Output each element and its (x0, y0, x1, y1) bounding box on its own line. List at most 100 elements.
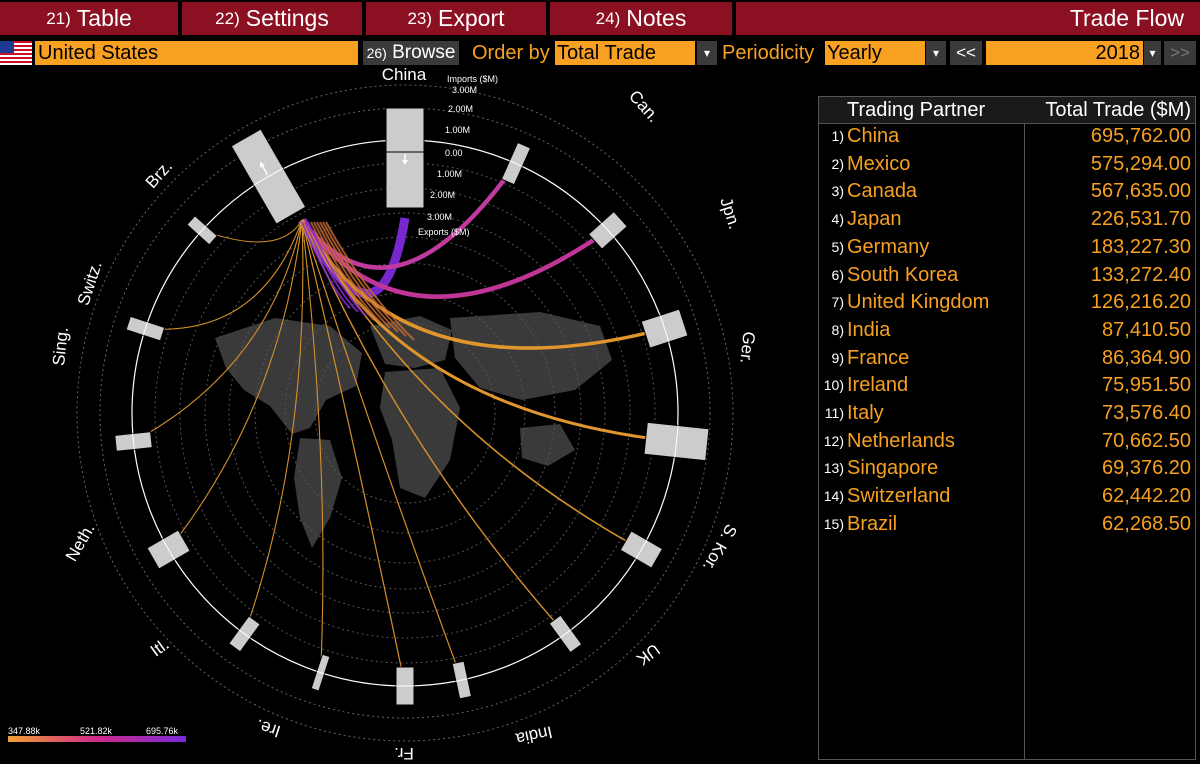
hub-strand (313, 221, 383, 325)
node-ire[interactable] (310, 653, 331, 692)
row-rank: 14) (823, 488, 844, 505)
inner-dashed-ring (179, 187, 631, 639)
row-rank: 9) (831, 349, 844, 366)
hub-strand (325, 221, 415, 341)
browse-button[interactable]: 26) Browse (363, 41, 459, 65)
menu-export-label: Export (438, 5, 505, 31)
table-row[interactable]: 5) Germany 183,227.30 (819, 234, 1195, 261)
us-flag-icon (0, 41, 32, 65)
year-dropdown-icon[interactable]: ▾ (1144, 41, 1161, 65)
trade-link (301, 219, 463, 681)
table-row[interactable]: 14) Switzerland 62,442.20 (819, 483, 1195, 510)
table-row[interactable]: 6) South Korea 133,272.40 (819, 262, 1195, 289)
country-input[interactable]: United States (35, 41, 358, 65)
node-switz[interactable] (125, 315, 166, 342)
row-partner: Germany (847, 235, 930, 258)
header-total-trade[interactable]: Total Trade ($M) (1045, 99, 1191, 121)
label-china: China (382, 68, 427, 84)
table-row[interactable]: 7) United Kingdom 126,216.20 (819, 289, 1195, 316)
partner-label: S. Kor. (699, 521, 741, 575)
node-mex[interactable] (500, 141, 532, 186)
inner-dashed-ring (314, 322, 496, 504)
node-divider (559, 629, 572, 639)
row-partner: United Kingdom (847, 291, 990, 314)
scale-tick-import-3m: 3.00M (452, 85, 477, 95)
table-row[interactable]: 15) Brazil 62,268.50 (819, 511, 1195, 538)
year-select[interactable]: 2018 (986, 41, 1143, 65)
node-uk[interactable] (548, 614, 583, 654)
table-row[interactable]: 1) China 695,762.00 (819, 123, 1195, 150)
menu-bar: 21) Table 22) Settings 23) Export 24) No… (0, 0, 1200, 37)
node-divider (509, 160, 523, 167)
row-total-trade: 226,531.70 (1090, 208, 1191, 231)
node-ger[interactable] (643, 421, 710, 462)
node-neth[interactable] (146, 529, 191, 570)
table-row[interactable]: 3) Canada 567,635.00 (819, 178, 1195, 205)
row-partner: India (847, 318, 891, 341)
node-itl[interactable] (228, 615, 261, 653)
trade-link (145, 219, 303, 330)
periodicity-select[interactable]: Yearly (825, 41, 925, 65)
node-india[interactable] (451, 660, 473, 700)
menu-settings[interactable]: 22) Settings (182, 2, 362, 35)
row-total-trade: 695,762.00 (1090, 125, 1191, 147)
table-header: Trading Partner Total Trade ($M) (819, 97, 1195, 124)
row-total-trade: 73,576.40 (1102, 402, 1191, 424)
row-total-trade: 567,635.00 (1090, 180, 1191, 203)
trade-flow-chart: ChinaUSMex.Can.Jpn.Ger.S. Kor.UKIndiaFr.… (8, 68, 759, 763)
toolbar: United States 26) Browse Order by Total … (0, 38, 1200, 68)
menu-notes-label: Notes (626, 5, 687, 31)
node-s-kor[interactable] (619, 530, 664, 569)
node-sing[interactable] (114, 431, 153, 452)
next-period-button[interactable]: >> (1164, 41, 1196, 65)
menu-export[interactable]: 23) Export (366, 2, 546, 35)
row-rank: 12) (823, 432, 844, 449)
row-partner: Canada (847, 180, 918, 203)
node-divider (238, 629, 251, 639)
node-divider (455, 678, 468, 682)
partner-label: Jpn. (716, 195, 744, 231)
node-brz[interactable] (186, 215, 218, 246)
row-total-trade: 133,272.40 (1090, 263, 1191, 286)
table-row[interactable]: 13) Singapore 69,376.20 (819, 455, 1195, 482)
row-total-trade: 69,376.20 (1102, 457, 1191, 480)
menu-notes-number: 24) (595, 8, 621, 28)
partner-label: Sing. (49, 326, 72, 367)
node-fr[interactable] (395, 666, 415, 706)
node-us[interactable] (230, 128, 307, 225)
table-row[interactable]: 10) Ireland 75,951.50 (819, 372, 1195, 399)
partner-label: India (514, 722, 555, 748)
row-total-trade: 86,364.90 (1102, 346, 1191, 369)
node-can[interactable] (587, 210, 628, 250)
periodicity-dropdown-icon[interactable]: ▾ (926, 41, 946, 65)
scale-tick-export-1m: 1.00M (437, 169, 462, 179)
row-partner: France (847, 346, 910, 369)
hub-strand (310, 221, 375, 321)
menu-table[interactable]: 21) Table (0, 2, 178, 35)
table-row[interactable]: 8) India 87,410.50 (819, 317, 1195, 344)
scale-tick-export-2m: 2.00M (430, 190, 455, 200)
order-by-dropdown-icon[interactable]: ▾ (697, 41, 717, 65)
menu-notes[interactable]: 24) Notes (550, 2, 732, 35)
menu-settings-number: 22) (215, 8, 240, 28)
row-partner: Switzerland (847, 485, 951, 508)
table-row[interactable]: 2) Mexico 575,294.00 (819, 151, 1195, 178)
exports-scale-label: Exports ($M) (418, 227, 470, 237)
table-row[interactable]: 11) Italy 73,576.40 (819, 400, 1195, 427)
inner-dashed-ring (154, 162, 656, 664)
row-total-trade: 126,216.20 (1090, 291, 1191, 314)
row-partner: China (847, 125, 900, 147)
order-by-select[interactable]: Total Trade (555, 41, 695, 65)
table-row[interactable]: 4) Japan 226,531.70 (819, 206, 1195, 233)
table-row[interactable]: 12) Netherlands 70,662.50 (819, 428, 1195, 455)
browse-label: Browse (392, 42, 456, 63)
node-divider (253, 167, 284, 186)
table-row[interactable]: 9) France 86,364.90 (819, 345, 1195, 372)
node-jpn[interactable] (640, 308, 689, 349)
node-divider (659, 315, 670, 343)
header-trading-partner[interactable]: Trading Partner (847, 99, 986, 121)
row-partner: South Korea (847, 263, 959, 286)
previous-period-button[interactable]: << (950, 41, 982, 65)
row-partner: Brazil (847, 512, 898, 535)
node-divider (316, 670, 325, 675)
